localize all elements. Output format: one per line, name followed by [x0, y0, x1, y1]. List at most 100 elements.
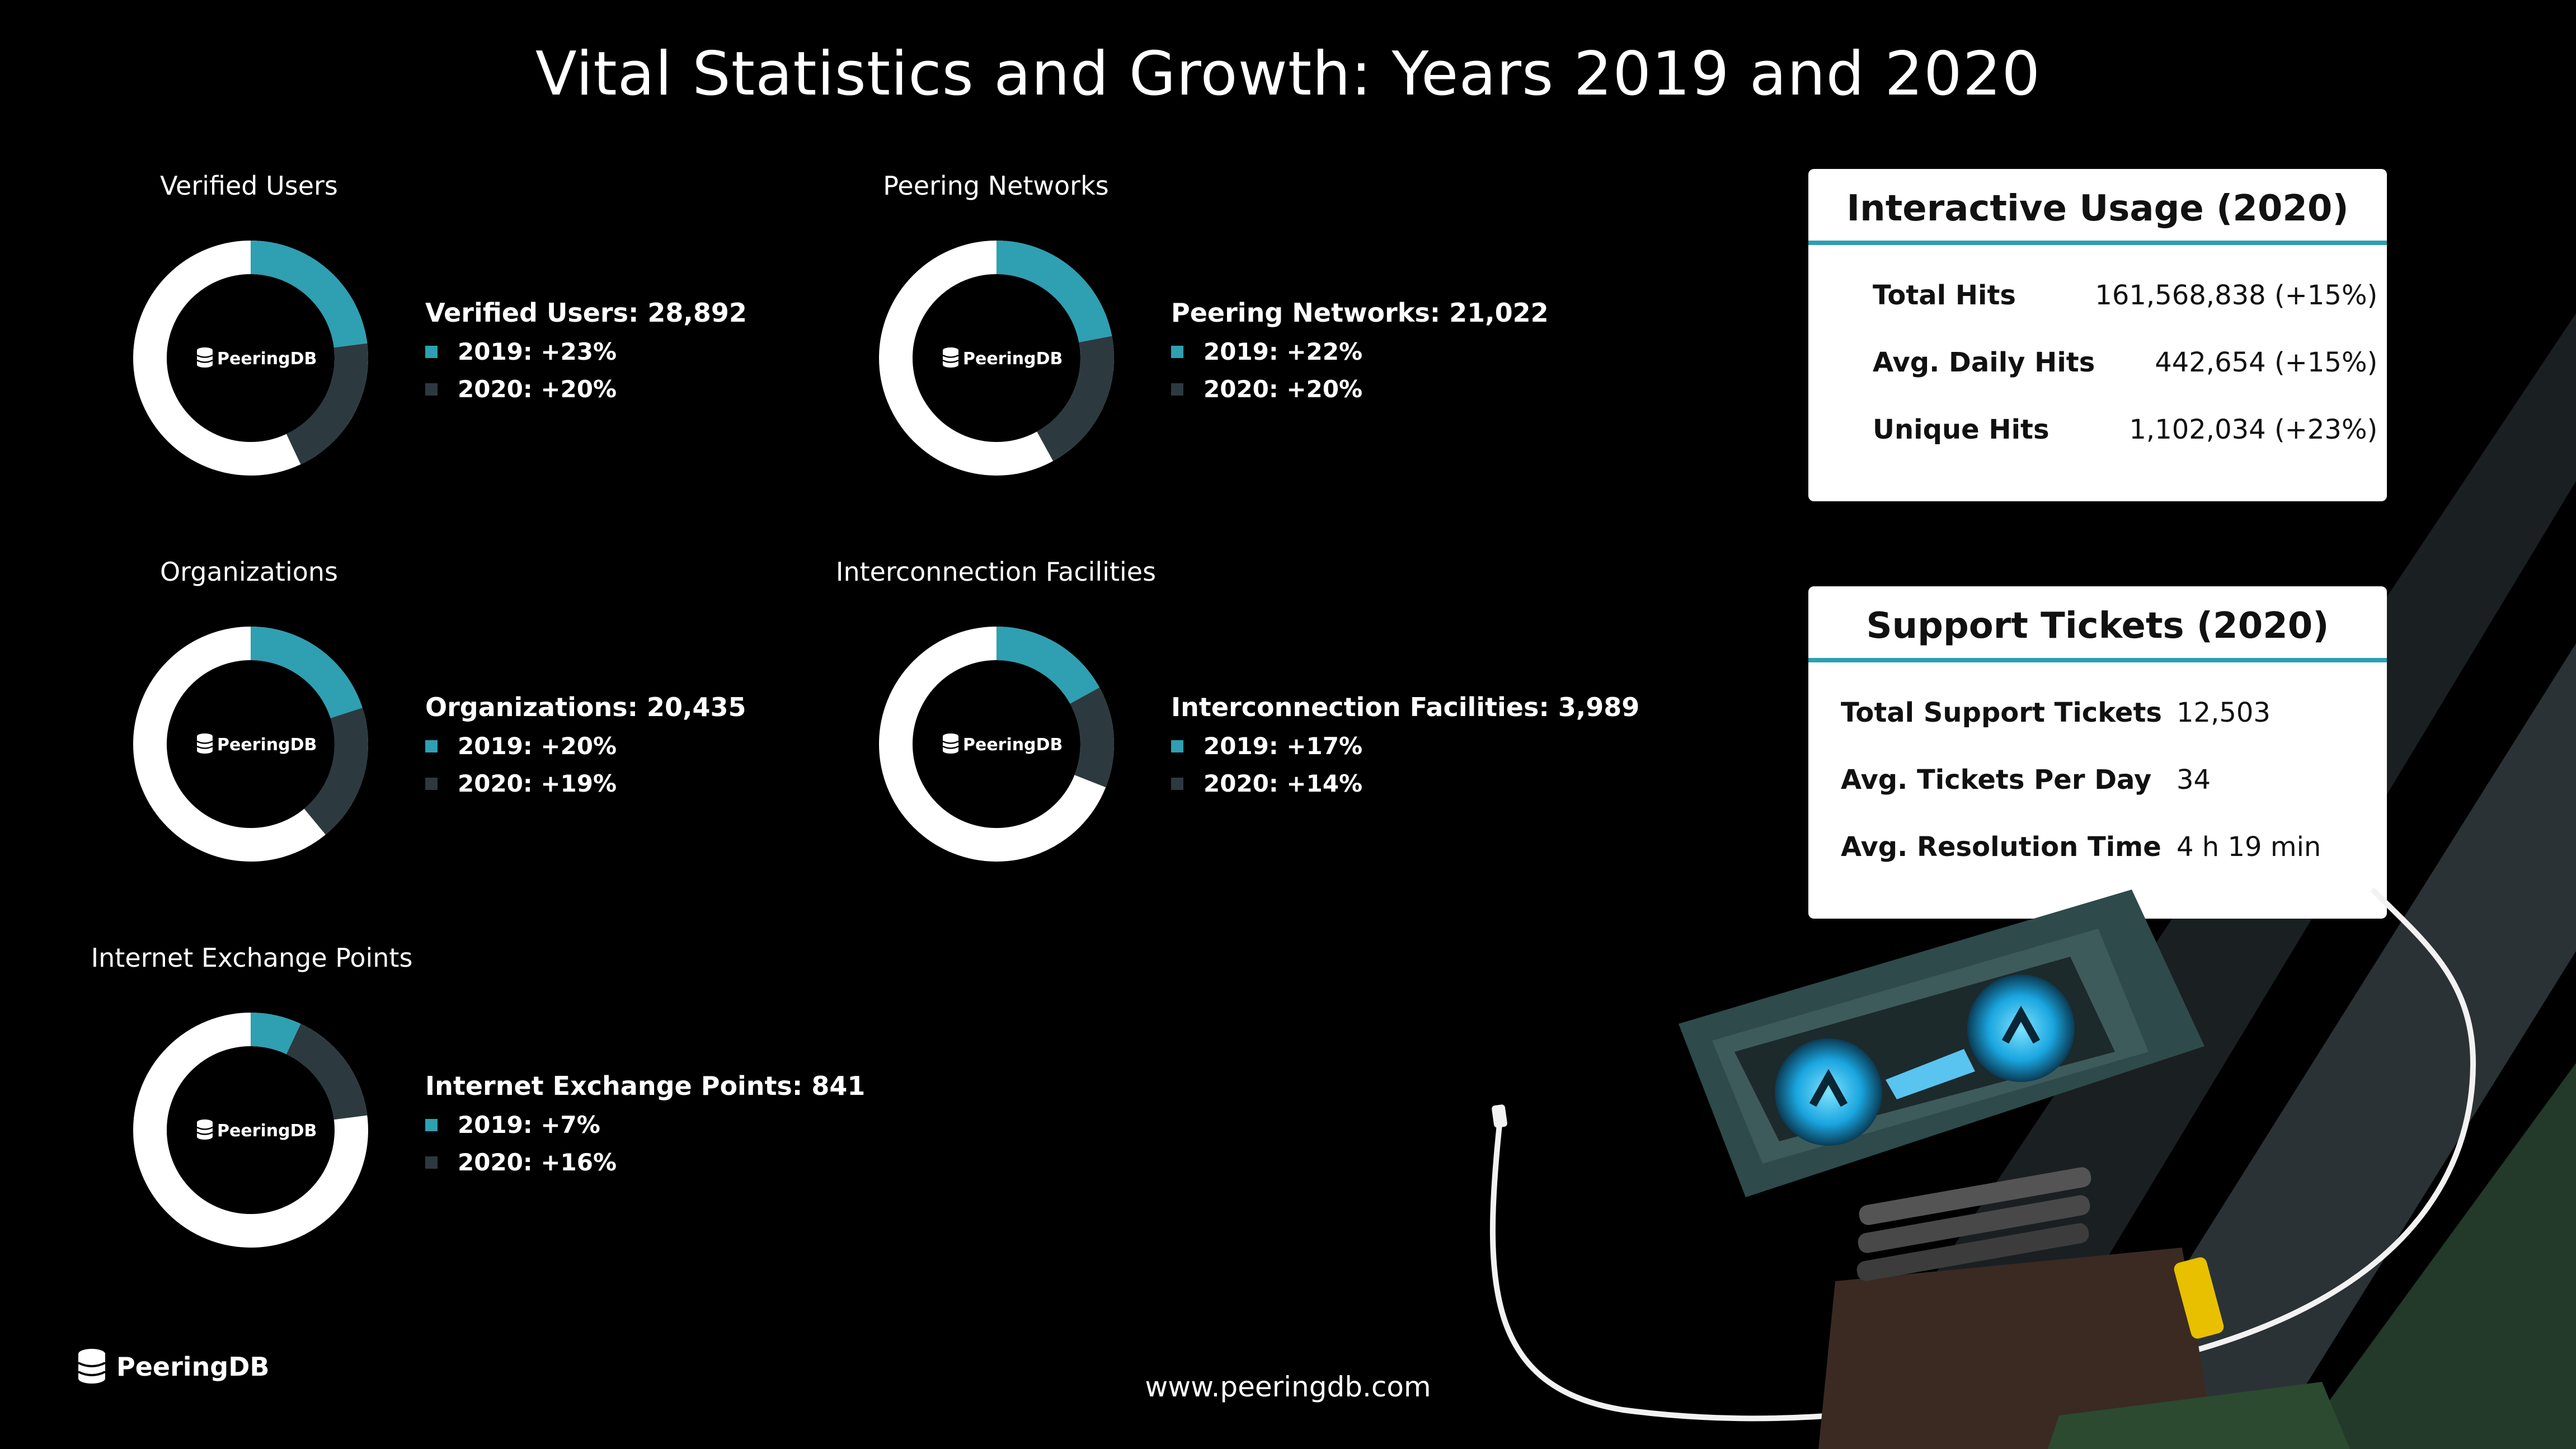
database-stack-icon — [942, 733, 959, 754]
legend-item-2019: 2019: +7% — [425, 1111, 865, 1138]
legend-label: 2019: +7% — [458, 1111, 600, 1138]
legend-label: 2019: +23% — [458, 338, 617, 365]
donut-center-brand: PeeringDB — [963, 735, 1063, 755]
legend-label: 2019: +22% — [1204, 338, 1363, 365]
legend-swatch — [425, 1156, 438, 1169]
legend-swatch — [1171, 383, 1183, 396]
legend-swatch — [425, 345, 438, 358]
donut-chart: PeeringDB — [133, 241, 368, 476]
page-title: Vital Statistics and Growth: Years 2019 … — [535, 39, 2041, 109]
stat-label: Peering Networks — [883, 171, 1109, 201]
legend-swatch — [425, 383, 438, 396]
stat-legend: Peering Networks: 21,022 2019: +22% 2020… — [1171, 298, 1549, 403]
database-stack-icon — [78, 1349, 106, 1384]
row-value: 12,503 — [2177, 697, 2271, 728]
row-label: Unique Hits — [1873, 414, 2049, 445]
stat-heading: Internet Exchange Points: 841 — [425, 1071, 866, 1101]
table-row: Unique Hits 1,102,034 (+23%) — [1873, 396, 2377, 463]
stat-label: Internet Exchange Points — [91, 943, 413, 973]
donut-slice-2019 — [251, 241, 368, 348]
donut-slice-2020 — [286, 1023, 368, 1120]
legend-item-2019: 2019: +17% — [1171, 732, 1639, 760]
donut-slice-2020 — [1037, 336, 1114, 462]
donut-slice-2019 — [996, 241, 1112, 342]
brand-name: PeeringDB — [116, 1352, 270, 1382]
donut-slice-2020 — [1070, 687, 1114, 788]
robot-neck — [1856, 1167, 2091, 1281]
database-stack-icon — [196, 347, 213, 368]
stat-heading: Verified Users: 28,892 — [425, 298, 747, 328]
stat-label: Interconnection Facilities — [835, 557, 1157, 587]
legend-label: 2019: +20% — [458, 732, 617, 760]
card-title: Interactive Usage (2020) — [1846, 188, 2349, 229]
card-divider — [1808, 241, 2387, 245]
donut-chart: PeeringDB — [133, 1013, 368, 1248]
legend-swatch — [1171, 777, 1183, 790]
database-stack-icon — [196, 1119, 213, 1140]
donut-slice-2019 — [996, 627, 1100, 704]
support-tickets-card: Support Tickets (2020) Total Support Tic… — [1808, 586, 2387, 919]
legend-swatch — [1171, 740, 1183, 752]
donut-slice-2019 — [251, 627, 363, 718]
legend-item-2019: 2019: +20% — [425, 732, 746, 760]
legend-label: 2020: +16% — [458, 1149, 617, 1176]
row-label: Avg. Resolution Time — [1841, 831, 2161, 863]
donut-slice-2020 — [286, 343, 368, 465]
row-value: 161,568,838 (+15%) — [2095, 280, 2378, 311]
donut-center-brand: PeeringDB — [217, 349, 317, 369]
card-title: Support Tickets (2020) — [1866, 605, 2329, 647]
row-value: 1,102,034 (+23%) — [2129, 414, 2378, 445]
donut-chart: PeeringDB — [133, 627, 368, 862]
database-stack-icon — [196, 733, 213, 754]
donut-center-brand: PeeringDB — [217, 735, 317, 755]
table-row: Avg. Daily Hits 442,654 (+15%) — [1873, 329, 2377, 396]
footer-url[interactable]: www.peeringdb.com — [1145, 1371, 1431, 1403]
stat-label: Organizations — [159, 557, 339, 587]
database-stack-icon — [942, 347, 959, 368]
legend-swatch — [1171, 345, 1183, 358]
legend-item-2020: 2020: +20% — [1171, 375, 1549, 403]
legend-swatch — [425, 1118, 438, 1131]
stat-legend: Verified Users: 28,892 2019: +23% 2020: … — [425, 298, 747, 403]
legend-item-2019: 2019: +23% — [425, 338, 747, 365]
donut-slice-2019 — [251, 1013, 301, 1055]
table-row: Avg. Tickets Per Day 34 — [1841, 746, 2321, 813]
legend-label: 2019: +17% — [1204, 732, 1363, 760]
interactive-usage-card: Interactive Usage (2020) Total Hits 161,… — [1808, 169, 2387, 501]
support-table: Total Support Tickets 12,503 Avg. Ticket… — [1841, 679, 2321, 881]
stat-label: Verified Users — [160, 171, 338, 201]
legend-item-2020: 2020: +19% — [425, 770, 746, 797]
usage-table: Total Hits 161,568,838 (+15%) Avg. Daily… — [1873, 262, 2377, 463]
card-divider — [1808, 658, 2387, 662]
table-row: Avg. Resolution Time 4 h 19 min — [1841, 813, 2321, 881]
stat-heading: Organizations: 20,435 — [425, 692, 746, 722]
legend-item-2020: 2020: +14% — [1171, 770, 1639, 797]
table-row: Total Support Tickets 12,503 — [1841, 679, 2321, 746]
stat-legend: Organizations: 20,435 2019: +20% 2020: +… — [425, 692, 746, 797]
donut-slice-2020 — [304, 708, 368, 835]
row-value: 442,654 (+15%) — [2155, 347, 2378, 378]
donut-center-brand: PeeringDB — [963, 349, 1063, 369]
row-label: Avg. Tickets Per Day — [1841, 764, 2152, 796]
legend-item-2019: 2019: +22% — [1171, 338, 1549, 365]
donut-chart: PeeringDB — [879, 627, 1114, 862]
row-value: 4 h 19 min — [2177, 831, 2321, 863]
donut-center-brand: PeeringDB — [217, 1121, 317, 1141]
row-label: Total Hits — [1873, 280, 2016, 311]
legend-label: 2020: +20% — [1204, 375, 1363, 403]
footer-logo: PeeringDB — [77, 1348, 269, 1385]
legend-label: 2020: +19% — [458, 770, 617, 797]
legend-item-2020: 2020: +16% — [425, 1149, 865, 1176]
stat-legend: Internet Exchange Points: 841 2019: +7% … — [425, 1071, 865, 1176]
legend-swatch — [425, 777, 438, 790]
row-label: Total Support Tickets — [1841, 697, 2162, 728]
donut-chart: PeeringDB — [879, 241, 1114, 476]
table-row: Total Hits 161,568,838 (+15%) — [1873, 262, 2377, 329]
row-value: 34 — [2177, 764, 2211, 796]
stat-heading: Interconnection Facilities: 3,989 — [1171, 692, 1640, 722]
legend-item-2020: 2020: +20% — [425, 375, 747, 403]
legend-label: 2020: +20% — [458, 375, 617, 403]
stat-legend: Interconnection Facilities: 3,989 2019: … — [1171, 692, 1639, 797]
